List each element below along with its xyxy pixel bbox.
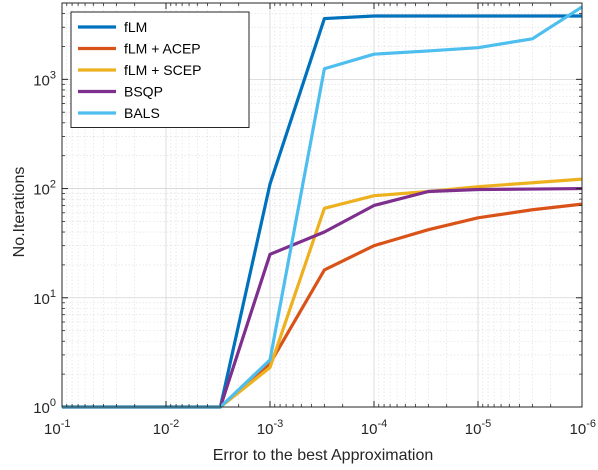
y-tick-label-exponent: 2 xyxy=(50,179,56,191)
y-tick-label-base: 10 xyxy=(33,291,50,308)
legend-label-flm: fLM xyxy=(124,19,147,35)
legend-label-bsqp: BSQP xyxy=(124,84,163,100)
series-lines xyxy=(62,5,583,409)
y-axis-label: No.Iterations xyxy=(11,167,28,258)
series-line-bsqp xyxy=(62,186,583,409)
legend-label-flm-scep: fLM + SCEP xyxy=(124,62,201,78)
y-tick-label: 101 xyxy=(33,288,56,308)
x-tick-label-exponent: -4 xyxy=(377,418,387,430)
x-tick-label: 10-1 xyxy=(44,418,70,438)
x-tick-label-base: 10 xyxy=(465,421,482,438)
x-tick-label: 10-3 xyxy=(257,418,283,438)
x-tick-label-base: 10 xyxy=(570,421,587,438)
series-line-flm-scep xyxy=(62,177,583,409)
legend: fLM fLM + ACEP fLM + SCEP BSQP BALS xyxy=(70,11,250,128)
x-tick-label-base: 10 xyxy=(361,421,378,438)
x-tick-label-base: 10 xyxy=(257,421,274,438)
legend-label-flm-acep: fLM + ACEP xyxy=(124,41,201,57)
x-tick-label: 10-4 xyxy=(361,418,387,438)
x-tick-label-base: 10 xyxy=(44,421,61,438)
x-tick-label: 10-5 xyxy=(465,418,491,438)
x-tick-label-exponent: -2 xyxy=(169,418,179,430)
y-tick-label-base: 10 xyxy=(33,400,50,417)
y-tick-label-base: 10 xyxy=(33,182,50,199)
plot-frame xyxy=(61,2,583,408)
x-tick-label: 10-2 xyxy=(153,418,179,438)
x-tick-label-exponent: -6 xyxy=(586,418,596,430)
x-tick-label-exponent: -3 xyxy=(273,418,283,430)
legend-label-bals: BALS xyxy=(124,105,160,121)
y-tick-label-exponent: 0 xyxy=(50,397,56,409)
x-tick-label-exponent: -5 xyxy=(481,418,491,430)
x-tick-label-exponent: -1 xyxy=(61,418,71,430)
y-tick-label-exponent: 1 xyxy=(50,288,56,300)
y-tick-label-base: 10 xyxy=(33,72,50,89)
y-tick-label-exponent: 3 xyxy=(50,69,56,81)
series-line-bals xyxy=(62,5,583,409)
x-tick-label-base: 10 xyxy=(153,421,170,438)
axes xyxy=(61,2,583,408)
series-line-flm xyxy=(62,14,582,409)
y-tick-label: 102 xyxy=(33,179,56,199)
x-axis-label: Error to the best Approximation xyxy=(213,447,434,464)
y-tick-label: 100 xyxy=(33,397,56,417)
y-tick-label: 103 xyxy=(33,69,56,89)
x-tick-label: 10-6 xyxy=(570,418,596,438)
